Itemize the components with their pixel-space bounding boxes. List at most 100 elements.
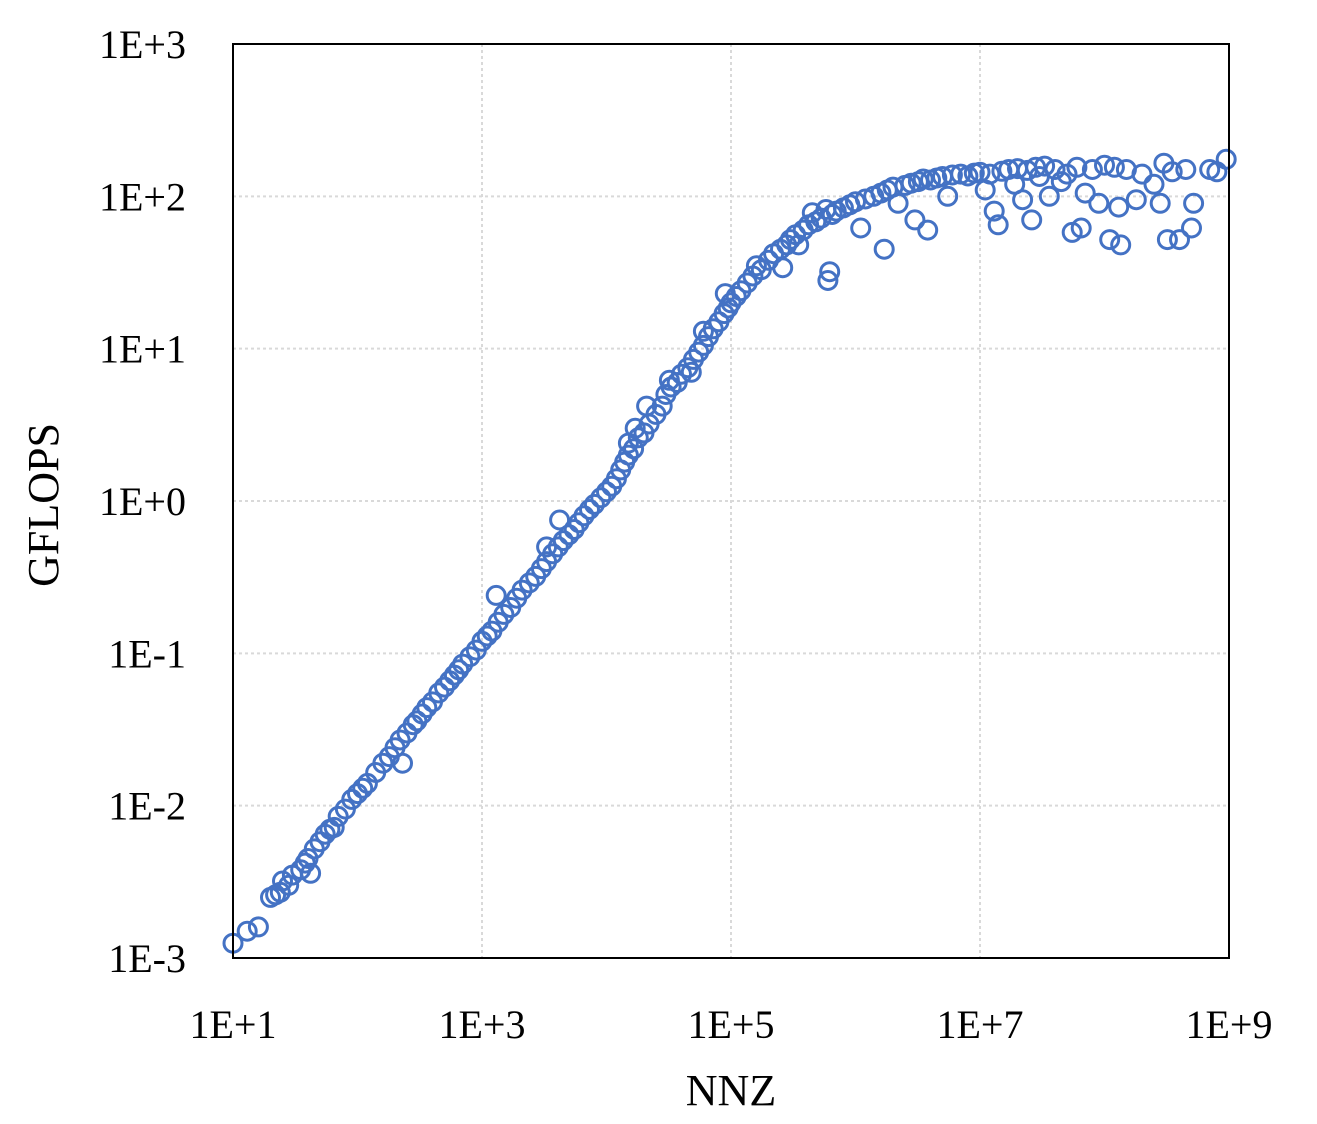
plot-area-frame [232,43,1230,959]
y-axis-title: GFLOPS [19,423,68,587]
gridlines [233,44,1229,958]
data-point [1110,234,1132,256]
data-point [817,270,839,291]
data-point [341,788,363,810]
data-point [788,234,810,256]
data-point [1103,156,1125,178]
data-point [352,777,374,799]
y-tick-label: 1E-3 [108,936,186,981]
data-point [493,603,515,625]
data-point [1131,163,1153,185]
data-point [850,217,872,239]
y-tick-label: 1E+2 [99,174,186,219]
data-point [392,752,413,774]
data-point [671,363,692,385]
data-point [300,862,322,884]
y-tick-label: 1E-1 [108,631,186,676]
x-tick-label: 1E+5 [688,1002,775,1047]
x-tick-label: 1E+9 [1186,1002,1273,1047]
data-point [1025,156,1047,178]
data-point [845,191,866,213]
data-point [1088,192,1110,214]
data-point [1070,217,1092,239]
data-point [772,257,794,279]
data-point [552,530,574,552]
data-point [904,209,926,231]
data-point [485,584,507,606]
data-point [1108,196,1130,218]
data-point [873,238,895,260]
data-point [476,625,498,647]
data-point [987,214,1009,236]
data-point [1074,182,1096,204]
data-point [596,481,617,503]
data-point [549,509,571,531]
data-point [1175,159,1197,180]
data-point [937,185,959,207]
data-point [389,729,411,751]
y-tick-label: 1E-2 [108,784,186,829]
y-tick-label: 1E+3 [99,22,186,67]
data-point [323,816,345,838]
data-point [1149,192,1171,214]
data-point [617,444,639,466]
data-point [1161,161,1183,183]
data-point [680,361,702,383]
data-point [1038,185,1060,207]
data-point [1156,229,1178,251]
data-point [236,920,258,942]
data-point [1021,209,1043,231]
data-point [583,493,605,515]
data-point [1099,229,1121,251]
data-point [579,499,600,520]
data-point [1169,229,1190,251]
data-point [573,505,595,527]
data-point [821,204,843,225]
data-point [623,438,645,460]
data-point [1143,173,1165,195]
data-point [714,283,736,305]
x-tick-label: 1E+7 [937,1002,1024,1047]
data-point [428,682,450,704]
data-point [278,874,300,896]
y-tick-label: 1E+1 [99,327,186,372]
data-point [713,303,735,325]
data-point [1066,156,1088,178]
data-point [1181,217,1202,239]
data-point [979,163,1001,185]
data-point [912,168,934,190]
data-point [1094,154,1115,176]
data-point [416,697,438,719]
data-point [941,164,963,186]
data-point [627,427,649,449]
data-point [1044,159,1066,180]
data-point [1125,189,1147,211]
data-point [518,572,540,594]
data-point [459,646,481,668]
data-point [372,752,394,774]
data-point [1183,192,1205,214]
data-point [692,320,714,342]
data-point [1215,148,1237,170]
data-point [745,255,767,277]
data-point [917,219,939,241]
data-point [651,395,673,417]
x-tick-label: 1E+1 [190,1002,277,1047]
data-point [725,286,747,307]
data-point [887,192,909,214]
data-point [819,261,841,283]
data-point [590,487,612,509]
data-point [983,200,1005,222]
data-point [1012,189,1034,211]
data-point [511,579,533,601]
x-tick-label: 1E+3 [439,1002,526,1047]
y-tick-label: 1E+0 [99,479,186,524]
x-axis-tick-labels: 1E+1 1E+3 1E+5 1E+7 1E+9 [190,1002,1273,1047]
data-point [247,916,269,938]
data-point [1034,155,1056,177]
x-axis-title: NNZ [686,1066,776,1115]
data-points [222,148,1237,954]
data-point [1081,159,1103,180]
data-point [547,536,569,558]
